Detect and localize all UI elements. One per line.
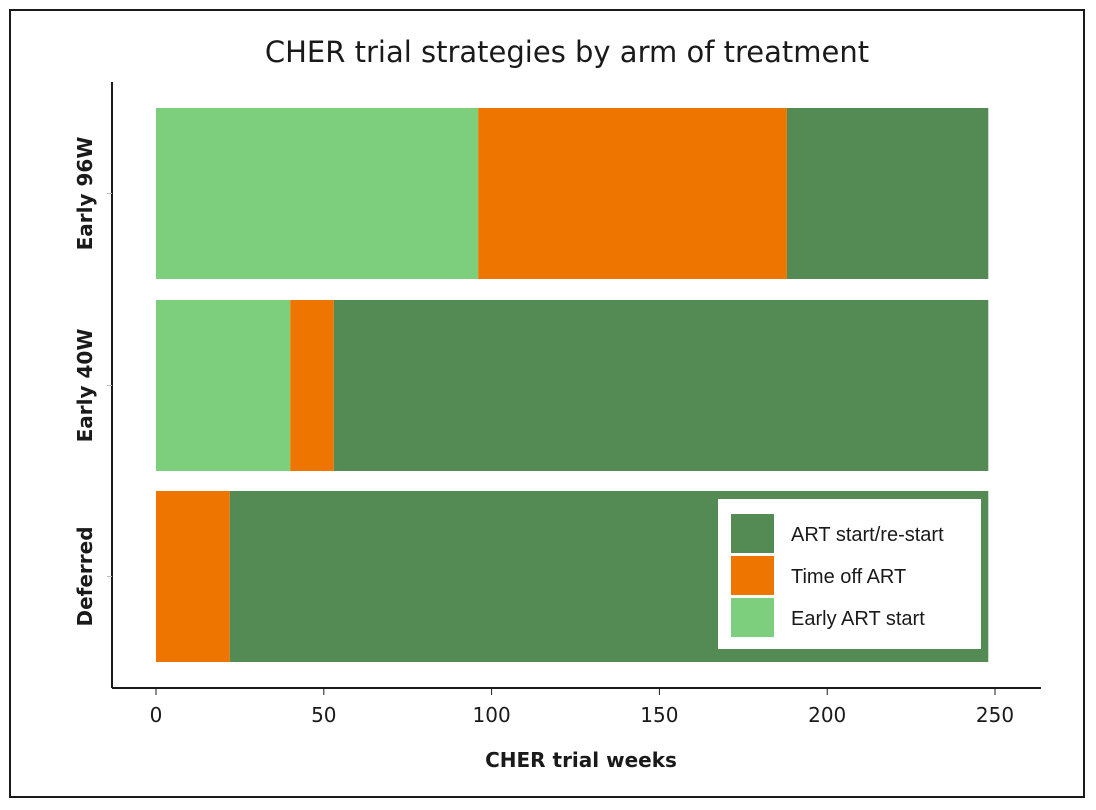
x-tick-label: 0 [150, 703, 163, 727]
x-tick-label: 200 [808, 703, 846, 727]
legend-swatch [731, 598, 774, 637]
y-category-label: Early 96W [73, 137, 97, 251]
x-tick-label: 100 [473, 703, 511, 727]
bar-segment [156, 300, 291, 471]
y-category-label: Early 40W [73, 329, 97, 443]
legend: ART start/re-start Time off ART Early ART … [718, 499, 981, 649]
bar-segment [333, 300, 989, 471]
bar-segment [786, 108, 989, 279]
x-ticks-layer: 0 50 100 150 200 250 [150, 688, 1014, 727]
bar-segment [290, 300, 334, 471]
chart-title: CHER trial strategies by arm of treatmen… [265, 35, 869, 69]
x-axis-title: CHER trial weeks [485, 748, 677, 772]
bar-segment [478, 108, 787, 279]
legend-swatch [731, 514, 774, 553]
legend-label: ART start/re-start [791, 524, 944, 546]
x-tick-label: 150 [640, 703, 678, 727]
x-tick-label: 250 [976, 703, 1014, 727]
bar-segment [156, 108, 479, 279]
x-tick-label: 50 [311, 703, 336, 727]
legend-label: Time off ART [791, 566, 906, 588]
bar-segment [156, 491, 230, 662]
legend-swatch [731, 556, 774, 595]
y-category-label: Deferred [73, 526, 97, 626]
legend-label: Early ART start [791, 608, 925, 630]
y-ticks-layer: Deferred Early 40W Early 96W [73, 137, 112, 627]
